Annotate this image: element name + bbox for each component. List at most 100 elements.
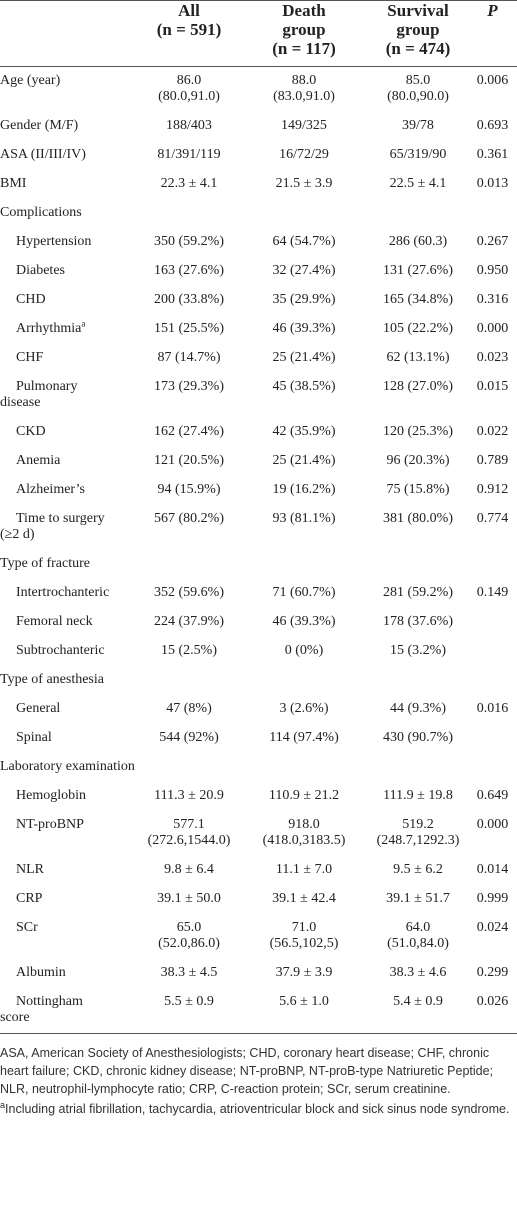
value-cell: 71.0 (56.5,102,5) (240, 914, 368, 959)
row-label: Type of anesthesia (0, 666, 517, 695)
label-text: Femoral neck (16, 614, 93, 629)
cell-line: 71.0 (291, 920, 317, 935)
row-label: Age (year) (0, 67, 138, 113)
value-cell: 42 (35.9%) (240, 418, 368, 447)
value-cell: 5.4 ± 0.9 (368, 988, 468, 1034)
value-cell: 81/391/119 (138, 141, 240, 170)
label-line: BMI (0, 176, 136, 192)
cell-line: 281 (59.2%) (383, 585, 453, 600)
value-cell: 0.016 (468, 695, 517, 724)
cell-line: 0.014 (476, 862, 509, 877)
label-text: score (0, 1010, 30, 1025)
cell-line: 38.3 ± 4.5 (160, 965, 218, 980)
value-cell: 9.5 ± 6.2 (368, 856, 468, 885)
cell-line: 178 (37.6%) (383, 614, 453, 629)
table-row: Spinal 544 (92%) 114 (97.4%) 430 (90.7%) (0, 724, 517, 753)
cell-line: 0.267 (476, 234, 509, 249)
value-cell: 0.022 (468, 418, 517, 447)
label-line: Arrhythmiaa (0, 319, 136, 337)
cell-line: 0.022 (476, 424, 509, 439)
label-line: score (0, 1010, 136, 1026)
table-row: SCr 65.0 (52.0,86.0) 71.0 (56.5,102,5) 64.0 (5… (0, 914, 517, 959)
value-cell: 0.316 (468, 286, 517, 315)
data-table: All (n = 591) Death group (n = 117) Survival g… (0, 0, 517, 1034)
cell-line: 37.9 ± 3.9 (275, 965, 333, 980)
cell-line: 430 (90.7%) (383, 730, 453, 745)
cell-line: 39.1 ± 42.4 (272, 891, 336, 906)
value-cell: 0 (0%) (240, 637, 368, 666)
value-cell: 38.3 ± 4.5 (138, 959, 240, 988)
cell-line: 0.000 (476, 817, 509, 832)
cell-line: 0.023 (476, 350, 509, 365)
cell-line: 128 (27.0%) (383, 379, 453, 394)
cell-line: 5.6 ± 1.0 (279, 994, 329, 1009)
row-label: CKD (0, 418, 138, 447)
cell-line: 120 (25.3%) (383, 424, 453, 439)
cell-line: 15 (2.5%) (161, 643, 217, 658)
value-cell: 44 (9.3%) (368, 695, 468, 724)
column-header: All (n = 591) (138, 1, 240, 67)
value-cell: 39/78 (368, 112, 468, 141)
value-cell: 64 (54.7%) (240, 228, 368, 257)
cell-line: 9.5 ± 6.2 (393, 862, 443, 877)
row-label: Femoral neck (0, 608, 138, 637)
column-header: Survival group (n = 474) (368, 1, 468, 67)
cell-line: 32 (27.4%) (272, 263, 336, 278)
cell-line: 286 (60.3) (388, 234, 448, 249)
cell-line: 0.024 (476, 920, 509, 935)
column-count: (n = 474) (385, 39, 451, 58)
value-cell: 0.950 (468, 257, 517, 286)
cell-line: 381 (80.0%) (383, 511, 453, 526)
header-cell (0, 1, 138, 67)
value-cell: 11.1 ± 7.0 (240, 856, 368, 885)
label-line: Anemia (0, 453, 136, 469)
cell-line: 65/319/90 (389, 147, 447, 162)
row-label: Anemia (0, 447, 138, 476)
cell-line: 0.015 (476, 379, 509, 394)
table-row: NLR 9.8 ± 6.4 11.1 ± 7.0 9.5 ± 6.2 0.014 (0, 856, 517, 885)
value-cell: 0.912 (468, 476, 517, 505)
value-cell: 149/325 (240, 112, 368, 141)
cell-line: 163 (27.6%) (154, 263, 224, 278)
value-cell: 96 (20.3%) (368, 447, 468, 476)
value-cell: 0.649 (468, 782, 517, 811)
table-row: Gender (M/F) 188/403 149/325 39/78 0.693 (0, 112, 517, 141)
cell-line: 39.1 ± 51.7 (386, 891, 450, 906)
value-cell: 46 (39.3%) (240, 608, 368, 637)
row-label: Complications (0, 199, 517, 228)
table-header: All (n = 591) Death group (n = 117) Survival g… (0, 0, 517, 67)
label-text: Subtrochanteric (16, 643, 105, 658)
cell-line: 22.5 ± 4.1 (389, 176, 447, 191)
value-cell: 39.1 ± 42.4 (240, 885, 368, 914)
cell-line: 21.5 ± 3.9 (275, 176, 333, 191)
cell-line: 149/325 (281, 118, 327, 133)
cell-line: 39/78 (402, 118, 434, 133)
table-row: NT-proBNP 577.1 (272.6,1544.0) 918.0 (418.0,… (0, 811, 517, 856)
value-cell: 350 (59.2%) (138, 228, 240, 257)
label-line: (≥2 d) (0, 527, 136, 543)
label-line: CHF (0, 350, 136, 366)
value-cell: 111.9 ± 19.8 (368, 782, 468, 811)
value-cell: 0.299 (468, 959, 517, 988)
cell-line: 65.0 (176, 920, 202, 935)
column-header: P (468, 1, 517, 67)
label-text: Diabetes (16, 263, 65, 278)
value-cell: 35 (29.9%) (240, 286, 368, 315)
value-cell (468, 608, 517, 637)
value-cell: 5.5 ± 0.9 (138, 988, 240, 1034)
table-row: Alzheimer’s 94 (15.9%) 19 (16.2%) 75 (15.8%… (0, 476, 517, 505)
value-cell: 39.1 ± 51.7 (368, 885, 468, 914)
table-row: Age (year) 86.0 (80.0,91.0) 88.0 (83.0,91.0)… (0, 67, 517, 113)
value-cell: 121 (20.5%) (138, 447, 240, 476)
label-line: Intertrochanteric (0, 585, 136, 601)
label-line: Gender (M/F) (0, 118, 136, 134)
table-row: Time to surgery (≥2 d) 567 (80.2%) 93 (81.1… (0, 505, 517, 550)
table-row: Intertrochanteric 352 (59.6%) 71 (60.7%) 28… (0, 579, 517, 608)
value-cell: 567 (80.2%) (138, 505, 240, 550)
value-cell: 25 (21.4%) (240, 447, 368, 476)
value-cell: 64.0 (51.0,84.0) (368, 914, 468, 959)
cell-line: 0.013 (476, 176, 509, 191)
table-row: Albumin 38.3 ± 4.5 37.9 ± 3.9 38.3 ± 4.6 0.2… (0, 959, 517, 988)
cell-line: 110.9 ± 21.2 (268, 788, 340, 803)
value-cell: 0.014 (468, 856, 517, 885)
